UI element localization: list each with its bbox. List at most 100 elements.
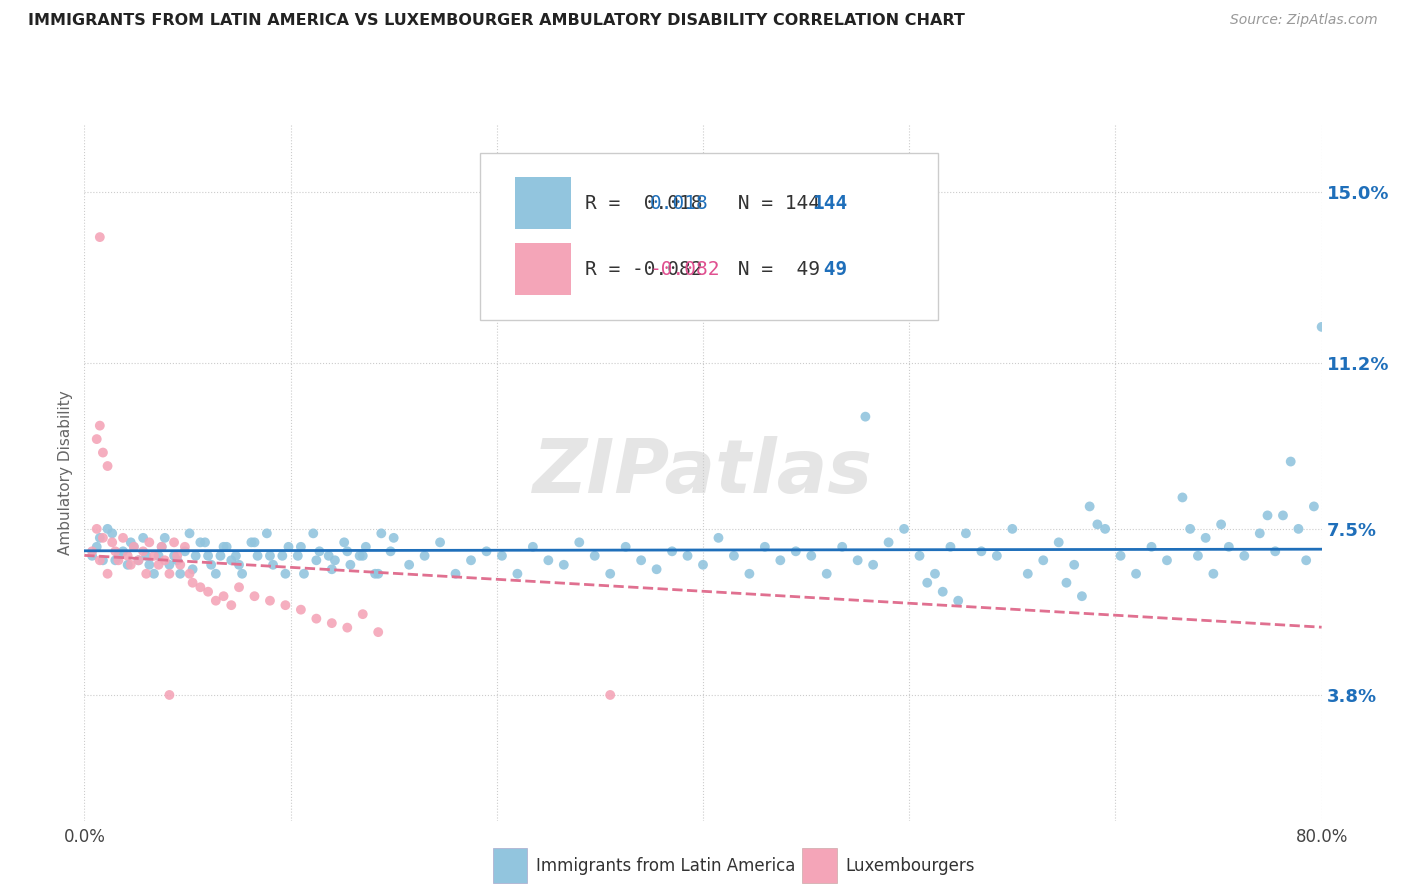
- Point: [1187, 549, 1209, 563]
- Point: [212, 540, 235, 554]
- Point: [336, 544, 359, 558]
- Point: [135, 549, 157, 563]
- Point: [262, 558, 284, 572]
- Point: [143, 549, 166, 563]
- Point: [122, 540, 145, 554]
- Point: [924, 566, 946, 581]
- Point: [169, 558, 191, 572]
- Point: [274, 598, 297, 612]
- Point: [179, 566, 201, 581]
- Point: [197, 549, 219, 563]
- Point: [380, 544, 402, 558]
- Point: [862, 558, 884, 572]
- Point: [1303, 500, 1326, 514]
- Point: [221, 553, 243, 567]
- Point: [228, 580, 250, 594]
- Point: [89, 531, 111, 545]
- Point: [86, 540, 108, 554]
- Point: [1233, 549, 1256, 563]
- Point: [122, 540, 145, 554]
- Point: [1001, 522, 1024, 536]
- Point: [413, 549, 436, 563]
- Point: [153, 531, 176, 545]
- Point: [893, 522, 915, 536]
- Point: [367, 566, 389, 581]
- Point: [302, 526, 325, 541]
- Point: [475, 544, 498, 558]
- Point: [1272, 508, 1295, 523]
- Point: [1032, 553, 1054, 567]
- Point: [785, 544, 807, 558]
- Point: [970, 544, 993, 558]
- Point: [460, 553, 482, 567]
- Point: [1078, 500, 1101, 514]
- Text: Source: ZipAtlas.com: Source: ZipAtlas.com: [1230, 13, 1378, 28]
- Point: [153, 553, 176, 567]
- Text: Immigrants from Latin America: Immigrants from Latin America: [536, 857, 796, 875]
- Point: [120, 535, 142, 549]
- Point: [240, 535, 263, 549]
- Point: [352, 549, 374, 563]
- Point: [305, 612, 328, 626]
- Point: [135, 566, 157, 581]
- Point: [321, 616, 343, 631]
- Point: [117, 558, 139, 572]
- Point: [256, 526, 278, 541]
- Point: [181, 562, 204, 576]
- Bar: [515, 177, 571, 229]
- Point: [318, 549, 340, 563]
- Bar: [515, 244, 571, 295]
- Point: [271, 549, 294, 563]
- Point: [246, 549, 269, 563]
- Point: [112, 531, 135, 545]
- Point: [91, 531, 114, 545]
- Point: [225, 549, 247, 563]
- Point: [209, 549, 232, 563]
- Point: [91, 553, 114, 567]
- Point: [86, 522, 108, 536]
- Point: [179, 526, 201, 541]
- Point: [292, 566, 315, 581]
- Point: [1125, 566, 1147, 581]
- Point: [89, 230, 111, 244]
- Text: 0.018: 0.018: [650, 194, 709, 213]
- Point: [194, 535, 217, 549]
- Point: [336, 621, 359, 635]
- Point: [948, 593, 970, 607]
- Point: [97, 458, 120, 473]
- Point: [205, 593, 228, 607]
- Point: [1249, 526, 1271, 541]
- Point: [815, 566, 838, 581]
- Point: [1257, 508, 1279, 523]
- Point: [159, 558, 181, 572]
- Text: R = -0.082   N =  49: R = -0.082 N = 49: [585, 260, 821, 279]
- Point: [148, 549, 170, 563]
- Point: [1218, 540, 1240, 554]
- Point: [159, 566, 181, 581]
- Point: [491, 549, 513, 563]
- Point: [877, 535, 900, 549]
- Point: [769, 553, 792, 567]
- Point: [522, 540, 544, 554]
- Point: [1180, 522, 1202, 536]
- Point: [1288, 522, 1310, 536]
- Point: [349, 549, 371, 563]
- Point: [91, 445, 114, 459]
- Point: [855, 409, 877, 424]
- Point: [132, 544, 155, 558]
- Point: [1295, 553, 1317, 567]
- Point: [1264, 544, 1286, 558]
- Point: [599, 566, 621, 581]
- Point: [107, 553, 129, 567]
- Point: [614, 540, 637, 554]
- Point: [1310, 319, 1333, 334]
- Point: [221, 598, 243, 612]
- Point: [205, 566, 228, 581]
- Point: [132, 531, 155, 545]
- Text: ZIPatlas: ZIPatlas: [533, 436, 873, 509]
- Point: [174, 540, 197, 554]
- Point: [352, 607, 374, 622]
- Point: [89, 418, 111, 433]
- Bar: [801, 848, 837, 883]
- Point: [1211, 517, 1233, 532]
